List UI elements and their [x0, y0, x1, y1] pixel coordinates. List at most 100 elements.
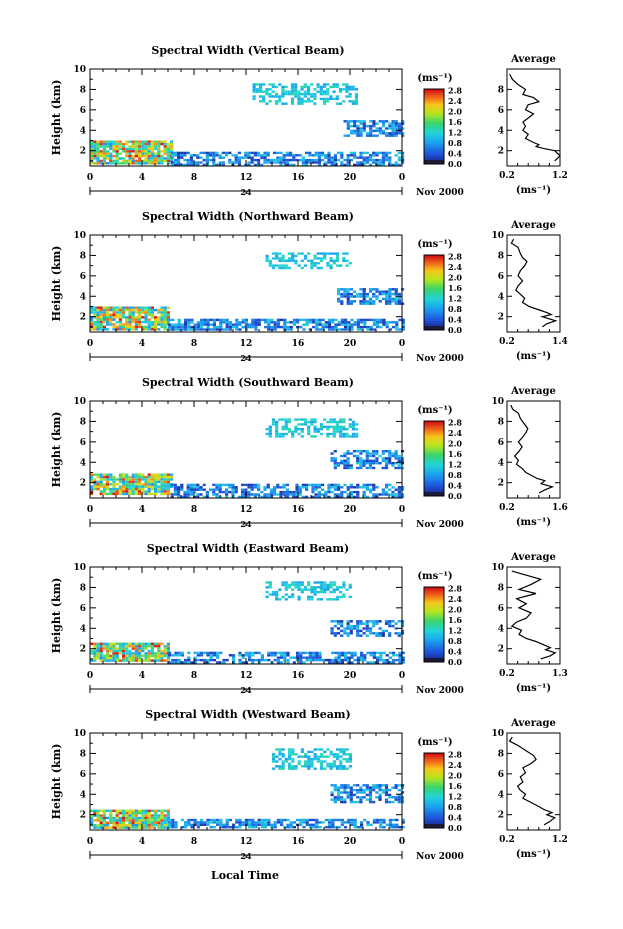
heatmap-cell — [150, 814, 154, 817]
heatmap-cell — [131, 316, 135, 319]
colorbar-tick-label: 1.6 — [448, 615, 462, 625]
heatmap-cell — [128, 652, 132, 655]
heatmap-cell — [330, 798, 334, 801]
heatmap-cell — [378, 627, 382, 630]
heatmap-cell — [294, 418, 298, 421]
heatmap-cell — [200, 323, 204, 326]
heatmap-cell — [93, 826, 97, 829]
heatmap-cell — [397, 156, 401, 159]
heatmap-cell — [305, 483, 309, 487]
colorbar-tick-label: 2.0 — [448, 605, 462, 615]
heatmap-cell — [99, 320, 103, 324]
heatmap-cell — [90, 816, 94, 820]
heatmap-cell — [376, 318, 380, 322]
heatmap-cell — [109, 647, 113, 650]
heatmap-cell — [375, 450, 379, 453]
heatmap-cell — [157, 487, 161, 491]
heatmap-cell — [276, 151, 280, 155]
heatmap-cell — [174, 328, 178, 331]
heatmap-cell — [381, 124, 386, 128]
heatmap-cell — [144, 318, 148, 321]
heatmap-cell — [147, 478, 151, 481]
x-tick-label: 0 — [399, 505, 405, 515]
heatmap-cell — [285, 488, 289, 491]
heatmap-cell — [300, 750, 304, 754]
heatmap-cell — [147, 480, 151, 484]
heatmap-cell — [206, 654, 210, 657]
heatmap-cell — [359, 127, 363, 130]
heatmap-cell — [333, 457, 337, 460]
heatmap-cell — [147, 657, 151, 660]
heatmap-cell — [206, 321, 210, 324]
heatmap-cell — [141, 659, 145, 662]
heatmap-cell — [401, 120, 405, 123]
heatmap-cell — [144, 306, 148, 309]
heatmap-cell — [283, 318, 287, 322]
heatmap-cell — [324, 161, 328, 164]
heatmap-cell — [362, 129, 366, 133]
heatmap-cell — [128, 159, 132, 163]
heatmap-cell — [166, 306, 170, 309]
heatmap-cell — [177, 490, 181, 494]
y-tick-label: 2 — [80, 479, 86, 489]
heatmap-cell — [150, 306, 154, 309]
heatmap-cell — [102, 140, 106, 143]
heatmap-cell — [394, 297, 398, 301]
heatmap-cell — [269, 488, 273, 491]
heatmap-cell — [375, 632, 379, 635]
heatmap-cell — [134, 142, 138, 146]
heatmap-cell — [306, 85, 311, 89]
heatmap-cell — [313, 97, 317, 101]
heatmap-cell — [168, 823, 172, 826]
heatmap-cell — [362, 156, 366, 159]
heatmap-cell — [90, 311, 94, 314]
heatmap-cell — [349, 302, 353, 305]
heatmap-cell — [330, 784, 334, 787]
heatmap-cell — [96, 145, 100, 148]
colorbar-swatch — [424, 432, 444, 435]
heatmap-cell — [150, 159, 154, 163]
heatmap-cell — [141, 645, 145, 648]
colorbar-swatch — [424, 268, 444, 271]
profile-y-tick-label: 10 — [491, 729, 504, 739]
heatmap-cell — [333, 495, 337, 499]
x-tick-label: 16 — [292, 173, 305, 183]
heatmap-cell — [397, 490, 401, 494]
heatmap-cell — [90, 323, 94, 326]
heatmap-cell — [280, 661, 284, 664]
heatmap-cell — [319, 432, 324, 436]
heatmap-cell — [271, 83, 275, 86]
heatmap-cells — [90, 83, 405, 167]
heatmap-cell — [362, 493, 366, 496]
heatmap-cell — [279, 156, 283, 159]
heatmap-cell — [319, 586, 324, 589]
heatmap-cell — [118, 311, 122, 314]
x-tick-label: 0 — [399, 339, 405, 349]
heatmap-cell — [112, 809, 116, 812]
colorbar-swatch — [424, 598, 444, 601]
heatmap-cell — [339, 767, 343, 770]
heatmap-cell — [388, 622, 392, 625]
heatmap-cell — [382, 321, 386, 324]
heatmap-cell — [128, 816, 132, 820]
heatmap-cell — [106, 649, 110, 653]
heatmap-cell — [385, 158, 389, 162]
heatmap-cell — [307, 757, 311, 761]
heatmap-cell — [343, 632, 347, 635]
heatmap-cell — [340, 624, 344, 628]
heatmap-cell — [157, 819, 161, 822]
heatmap-cell — [292, 493, 296, 496]
heatmap-cell — [118, 306, 122, 309]
y-tick-label: 6 — [80, 272, 86, 282]
heatmap-cell — [122, 814, 126, 817]
heatmap-cell — [356, 321, 360, 324]
heatmap-cell — [247, 163, 251, 167]
heatmap-cell — [183, 490, 187, 494]
heatmap-cell — [313, 588, 317, 591]
heatmap-cell — [106, 145, 110, 148]
heatmap-cell — [333, 624, 337, 628]
heatmap-cell — [378, 786, 382, 789]
heatmap-cell — [280, 818, 284, 822]
heatmap-cell — [349, 120, 354, 123]
heatmap-cell — [381, 788, 385, 792]
